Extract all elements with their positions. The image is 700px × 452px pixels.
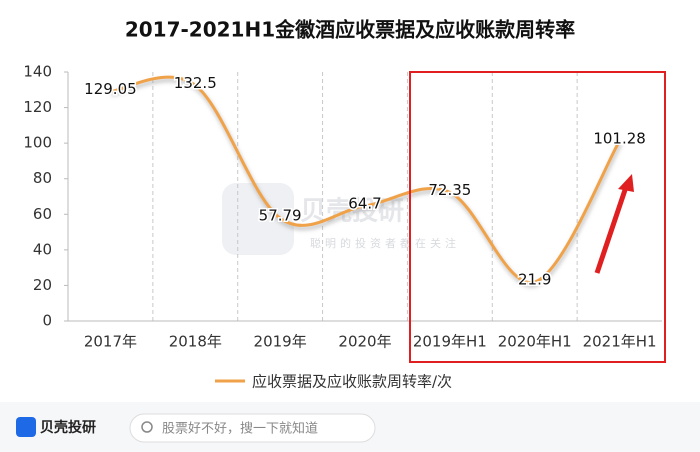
watermark-subtitle: 聪明的投资者都在关注 [310, 236, 460, 250]
data-label: 72.35 [428, 181, 471, 199]
series-line [110, 75, 621, 284]
data-label: 64.7 [348, 194, 381, 212]
data-label: 57.79 [259, 207, 302, 225]
x-tick-label: 2020年 [338, 333, 391, 351]
footer-brand: 贝壳投研 [40, 419, 96, 436]
data-label: 101.28 [593, 129, 646, 147]
x-tick-label: 2019年 [254, 333, 307, 351]
y-tick-label: 120 [23, 98, 52, 116]
y-tick-label: 60 [33, 205, 52, 223]
trend-arrowhead [618, 174, 634, 192]
search-box[interactable] [129, 413, 376, 443]
search-placeholder: 股票好不好，搜一下就知道 [162, 421, 318, 437]
trend-arrow [594, 186, 629, 274]
y-tick-label: 100 [23, 134, 52, 152]
y-tick-label: 80 [33, 169, 52, 187]
footer-logo [16, 417, 36, 437]
x-tick-label: 2017年 [84, 333, 137, 351]
search-icon [141, 421, 153, 433]
chart-title: 2017-2021H1金徽酒应收票据及应收账款周转率 [125, 18, 575, 42]
data-label: 129.05 [84, 80, 137, 98]
x-tick-label: 2020年H1 [498, 333, 572, 351]
data-label: 21.9 [518, 271, 551, 289]
watermark-logo [222, 183, 294, 255]
x-tick-label: 2018年 [169, 333, 222, 351]
x-tick-label: 2019年H1 [413, 333, 487, 351]
highlight-box [409, 71, 666, 363]
y-tick-label: 40 [33, 240, 52, 258]
data-label: 132.5 [174, 74, 217, 92]
y-tick-label: 20 [33, 276, 52, 294]
legend-label: 应收票据及应收账款周转率/次 [252, 373, 452, 391]
y-tick-label: 140 [23, 63, 52, 81]
x-tick-label: 2021年H1 [583, 333, 657, 351]
y-tick-label: 0 [42, 312, 52, 330]
